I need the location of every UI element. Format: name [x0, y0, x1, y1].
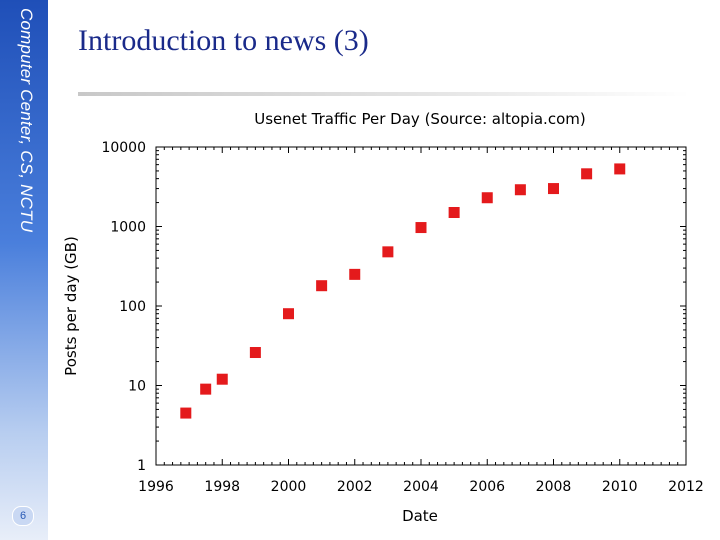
page-number: 6 [12, 506, 34, 526]
data-point [316, 280, 328, 292]
data-point [216, 373, 228, 385]
x-tick-label: 2002 [337, 479, 373, 495]
data-point [614, 163, 626, 175]
x-tick-label: 1996 [138, 479, 174, 495]
x-tick-label: 2004 [403, 479, 439, 495]
data-point [180, 407, 192, 419]
x-tick-label: 2000 [271, 479, 307, 495]
slide-title: Introduction to news (3) [78, 24, 369, 57]
chart-title: Usenet Traffic Per Day (Source: altopia.… [254, 110, 585, 128]
data-point [448, 207, 460, 219]
y-tick-label: 10000 [101, 140, 146, 156]
data-point [249, 347, 261, 359]
y-tick-label: 100 [119, 299, 146, 315]
x-tick-label: 2012 [668, 479, 704, 495]
y-axis-label: Posts per day (GB) [62, 236, 80, 376]
data-point [481, 192, 493, 204]
data-markers [180, 163, 626, 419]
x-axis: 1996 1998 2000 2002 2004 2006 2008 2010 2012 [138, 147, 704, 495]
y-axis: 1 10 100 1000 10000 [101, 140, 686, 474]
x-tick-label: 2006 [469, 479, 505, 495]
title-rule [78, 92, 690, 96]
data-point [415, 222, 427, 234]
y-tick-label: 10 [128, 379, 146, 395]
data-point [200, 383, 212, 395]
y-tick-label: 1 [137, 458, 146, 474]
data-point [349, 268, 361, 280]
x-tick-label: 2010 [602, 479, 638, 495]
data-point [382, 246, 394, 258]
x-tick-label: 2008 [536, 479, 572, 495]
data-point [514, 184, 526, 196]
data-point [548, 183, 559, 195]
data-point [581, 168, 593, 180]
data-point [283, 308, 294, 320]
x-axis-label: Date [402, 507, 438, 525]
plot-frame [155, 146, 687, 466]
y-tick-label: 1000 [110, 220, 146, 236]
x-tick-label: 1998 [204, 479, 240, 495]
sidebar: Computer Center, CS, NCTU 6 [0, 0, 48, 540]
